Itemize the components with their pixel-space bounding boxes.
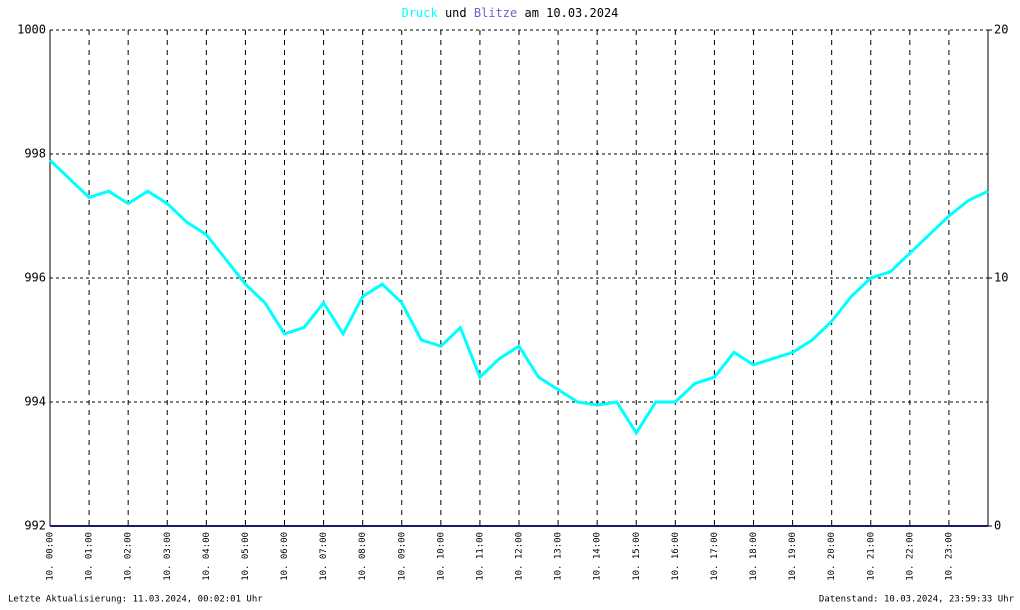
y-tick-label: 1000 bbox=[17, 23, 46, 37]
x-tick-label: 10. 17:00 bbox=[710, 532, 720, 581]
x-tick-label: 10. 23:00 bbox=[944, 532, 954, 581]
x-tick-label: 10. 09:00 bbox=[397, 532, 407, 581]
y-tick-label: 992 bbox=[24, 519, 46, 533]
x-tick-label: 10. 05:00 bbox=[241, 532, 251, 581]
footer-left: Letzte Aktualisierung: 11.03.2024, 00:02… bbox=[8, 595, 263, 605]
x-tick-label: 10. 08:00 bbox=[358, 532, 368, 581]
title-part: Druck bbox=[402, 6, 439, 20]
y2-tick-label: 0 bbox=[994, 519, 1001, 533]
title-part: und bbox=[445, 6, 467, 20]
x-tick-label: 10. 15:00 bbox=[632, 532, 642, 581]
x-tick-label: 10. 12:00 bbox=[515, 532, 525, 581]
x-tick-label: 10. 19:00 bbox=[788, 532, 798, 581]
title-part: Blitze bbox=[474, 6, 517, 20]
x-tick-label: 10. 22:00 bbox=[905, 532, 915, 581]
footer-right: Datenstand: 10.03.2024, 23:59:33 Uhr bbox=[819, 595, 1015, 605]
y2-tick-label: 20 bbox=[994, 23, 1008, 37]
x-tick-label: 10. 16:00 bbox=[671, 532, 681, 581]
x-tick-label: 10. 04:00 bbox=[202, 532, 212, 581]
series-line bbox=[48, 159, 989, 436]
x-tick-label: 10. 01:00 bbox=[85, 532, 95, 581]
y2-tick-label: 10 bbox=[994, 271, 1008, 285]
x-tick-label: 10. 10:00 bbox=[436, 532, 446, 581]
x-tick-label: 10. 13:00 bbox=[554, 532, 564, 581]
x-tick-label: 10. 11:00 bbox=[475, 532, 485, 581]
x-tick-label: 10. 20:00 bbox=[827, 532, 837, 581]
x-tick-label: 10. 03:00 bbox=[163, 532, 173, 581]
chart-title: Druck und Blitze am 10.03.2024 bbox=[402, 6, 619, 20]
x-tick-label: 10. 21:00 bbox=[866, 532, 876, 581]
x-tick-label: 10. 02:00 bbox=[124, 532, 134, 581]
x-tick-label: 10. 00:00 bbox=[46, 532, 56, 581]
x-tick-label: 10. 18:00 bbox=[749, 532, 759, 581]
x-tick-label: 10. 06:00 bbox=[280, 532, 290, 581]
x-tick-label: 10. 14:00 bbox=[593, 532, 603, 581]
title-part: am 10.03.2024 bbox=[524, 6, 618, 20]
x-tick-label: 10. 07:00 bbox=[319, 532, 329, 581]
y-tick-label: 994 bbox=[24, 395, 46, 409]
y-tick-label: 996 bbox=[24, 271, 46, 285]
y-tick-label: 998 bbox=[24, 147, 46, 161]
